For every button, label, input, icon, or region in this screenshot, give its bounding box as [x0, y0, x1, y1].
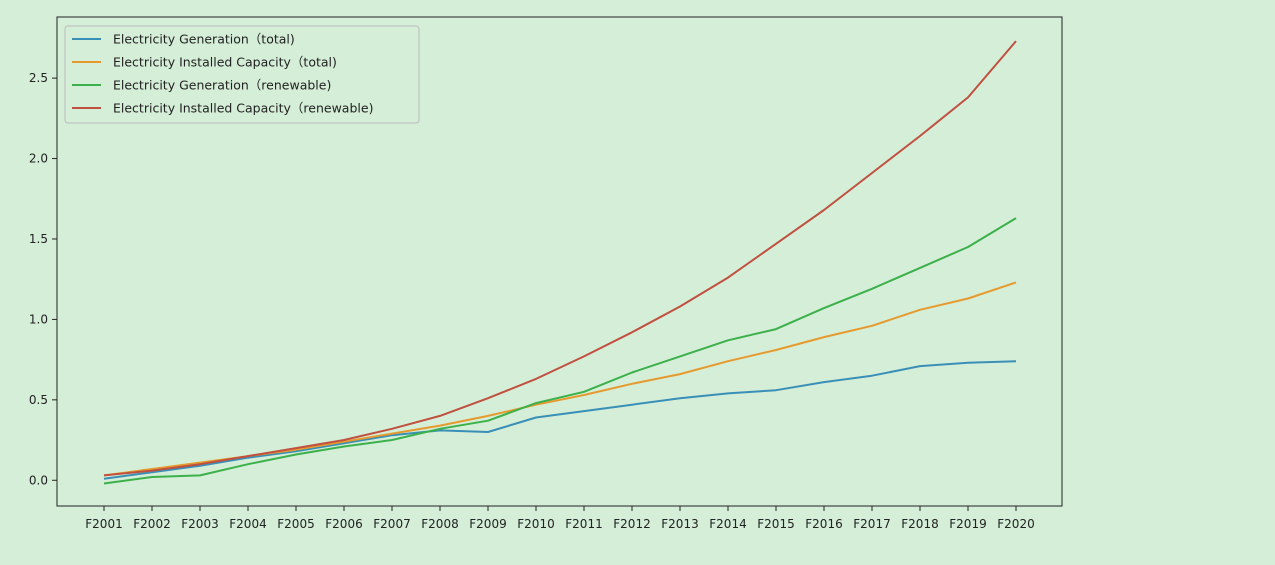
legend-entry-label: Electricity Installed Capacity（renewable…: [113, 101, 373, 116]
x-tick-label: F2009: [469, 517, 506, 531]
x-axis: F2001 F2002 F2003 F2004 F2005 F2006 F2007 F2008…: [85, 506, 1035, 531]
y-tick-label: 2.0: [29, 152, 48, 166]
x-tick-label: F2015: [757, 517, 794, 531]
x-tick-label: F2020: [997, 517, 1034, 531]
y-tick-label: 1.0: [29, 312, 48, 326]
series-line-0: [103, 360, 1017, 480]
x-tick-label: F2013: [661, 517, 698, 531]
x-tick-label: F2016: [805, 517, 842, 531]
x-tick-label: F2010: [517, 517, 554, 531]
legend-entry-label: Electricity Generation（renewable): [113, 78, 331, 93]
y-axis: 0.0 0.5 1.0 1.5 2.0 2.5: [29, 71, 57, 487]
x-tick-label: F2012: [613, 517, 650, 531]
plot-area: [56, 16, 1063, 507]
legend: Electricity Generation（total) Electricity…: [64, 25, 420, 124]
y-tick-label: 0.5: [29, 393, 48, 407]
x-tick-label: F2011: [565, 517, 602, 531]
series-line-3: [103, 40, 1017, 477]
legend-entry-label: Electricity Installed Capacity（total): [113, 55, 337, 70]
series-line-2: [103, 217, 1017, 485]
x-tick-label: F2019: [949, 517, 986, 531]
x-tick-label: F2004: [229, 517, 266, 531]
y-tick-label: 1.5: [29, 232, 48, 246]
x-tick-label: F2005: [277, 517, 314, 531]
x-tick-label: F2007: [373, 517, 410, 531]
x-tick-label: F2017: [853, 517, 890, 531]
y-tick-label: 2.5: [29, 71, 48, 85]
legend-entry-label: Electricity Generation（total): [113, 32, 295, 47]
x-tick-label: F2014: [709, 517, 746, 531]
x-tick-label: F2018: [901, 517, 938, 531]
x-tick-label: F2006: [325, 517, 362, 531]
x-tick-label: F2001: [85, 517, 122, 531]
y-tick-label: 0.0: [29, 473, 48, 487]
x-tick-label: F2003: [181, 517, 218, 531]
x-tick-label: F2002: [133, 517, 170, 531]
x-tick-label: F2008: [421, 517, 458, 531]
series-line-1: [103, 281, 1017, 477]
series-lines: [103, 40, 1017, 485]
legend-box: [64, 25, 420, 124]
